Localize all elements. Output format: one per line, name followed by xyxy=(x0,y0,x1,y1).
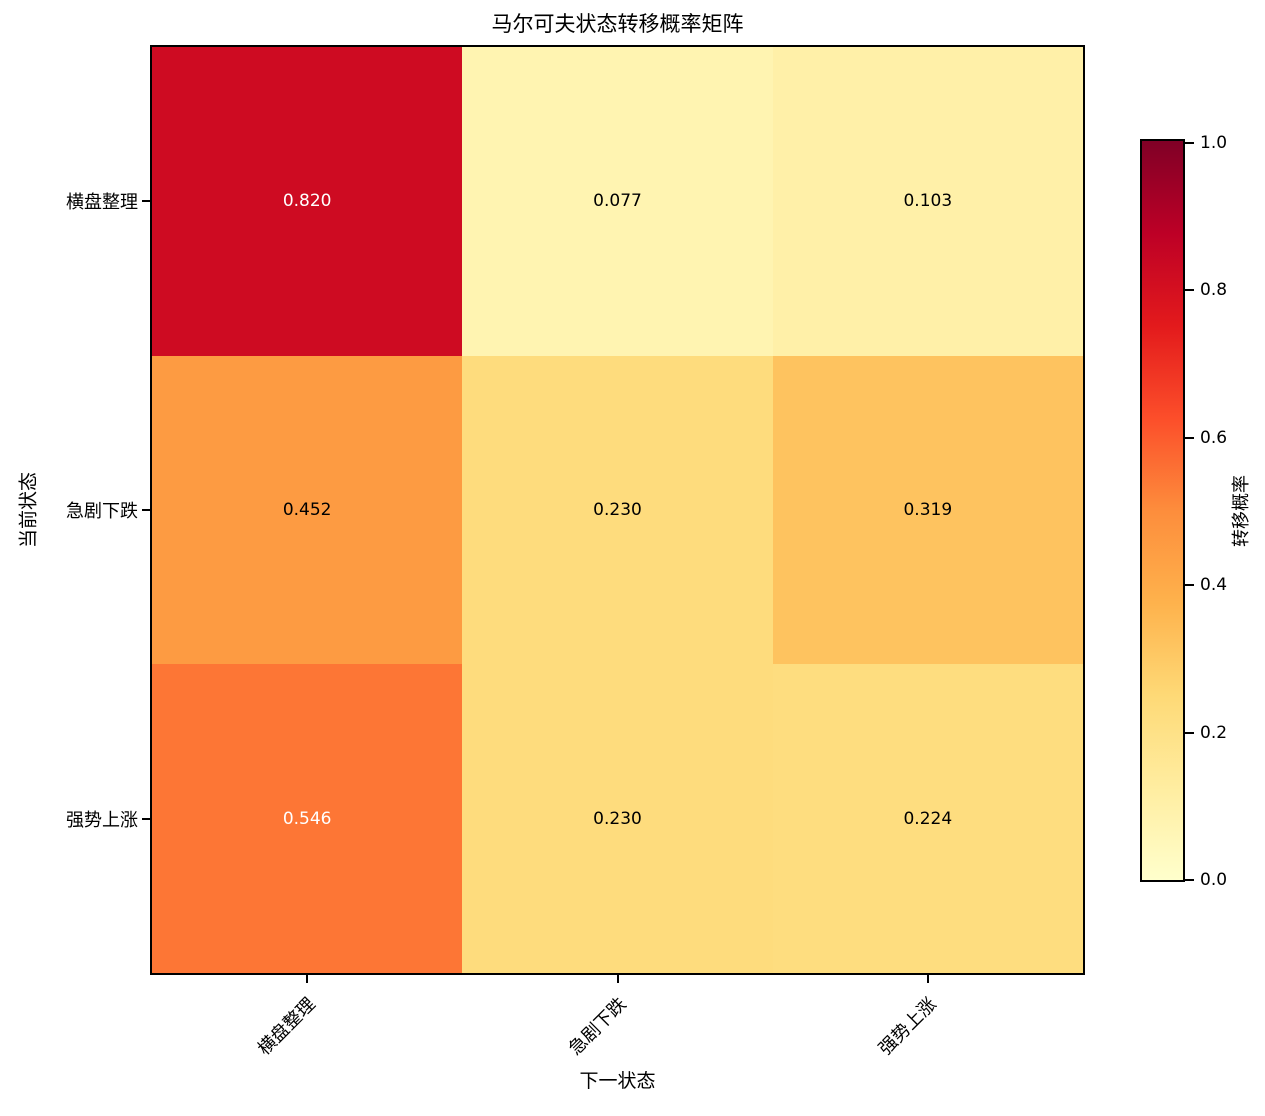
cell-value: 0.230 xyxy=(593,808,642,829)
y-tick-label-0: 横盘整理 xyxy=(66,192,138,214)
colorbar xyxy=(1140,139,1185,882)
x-tick-mark xyxy=(926,975,929,983)
heatmap-cell-2-2: 0.224 xyxy=(772,664,1083,973)
x-tick-mark xyxy=(306,975,309,983)
cell-value: 0.224 xyxy=(903,808,953,829)
cell-value: 0.103 xyxy=(903,191,953,212)
cell-value: 0.452 xyxy=(282,499,332,520)
y-tick-mark xyxy=(142,200,150,203)
heatmap-cell-1-0: 0.452 xyxy=(152,355,463,665)
cell-value: 0.820 xyxy=(282,191,332,212)
colorbar-tick-mark xyxy=(1185,731,1194,734)
colorbar-tick-mark xyxy=(1185,289,1194,292)
colorbar-tick-label-5: 0.0 xyxy=(1200,870,1228,890)
heatmap-cell-2-1: 0.230 xyxy=(462,664,773,973)
y-tick-mark xyxy=(142,817,150,820)
heatmap-cell-2-0: 0.546 xyxy=(152,664,463,973)
colorbar-tick-label-1: 0.8 xyxy=(1200,280,1228,301)
y-tick-mark xyxy=(142,509,150,511)
cell-value: 0.546 xyxy=(282,808,332,829)
heatmap-cell-0-1: 0.077 xyxy=(462,47,773,356)
chart-title: 马尔可夫状态转移概率矩阵 xyxy=(491,12,744,36)
colorbar-tick-mark xyxy=(1185,584,1194,587)
y-tick-label-2: 强势上涨 xyxy=(66,809,138,831)
colorbar-tick-label-2: 0.6 xyxy=(1200,427,1228,448)
colorbar-tick-label-0: 1.0 xyxy=(1200,133,1228,153)
x-axis-label: 下一状态 xyxy=(579,1070,656,1092)
heatmap-cell-0-0: 0.820 xyxy=(152,47,463,356)
colorbar-tick-mark xyxy=(1185,142,1194,144)
heatmap-plot-area: 0.820 0.077 0.103 0.452 0.230 0.319 0.546 0.230… xyxy=(150,45,1085,975)
colorbar-tick-label-3: 0.4 xyxy=(1200,575,1228,596)
colorbar-tick-label-4: 0.2 xyxy=(1200,722,1228,743)
colorbar-tick-mark xyxy=(1185,436,1194,439)
x-tick-mark xyxy=(616,975,619,983)
y-tick-label-1: 急剧下跌 xyxy=(66,501,138,522)
heatmap-cell-1-2: 0.319 xyxy=(772,355,1083,665)
colorbar-tick-mark xyxy=(1185,879,1194,881)
cell-value: 0.077 xyxy=(593,191,642,212)
heatmap-cell-0-2: 0.103 xyxy=(772,47,1083,356)
cell-value: 0.230 xyxy=(593,499,642,520)
colorbar-label: 转移概率 xyxy=(1231,475,1252,547)
cell-value: 0.319 xyxy=(903,499,953,520)
heatmap-cell-1-1: 0.230 xyxy=(462,355,773,665)
